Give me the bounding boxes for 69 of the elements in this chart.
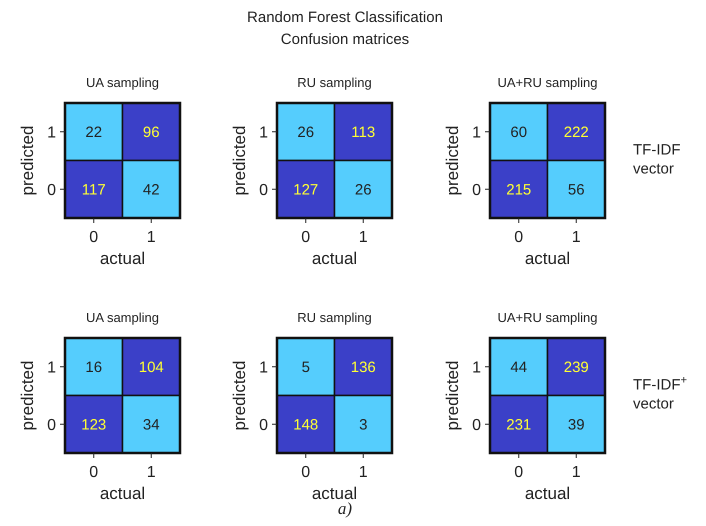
data-label: 104 [138,359,164,376]
data-label: 39 [568,416,585,434]
data-label: 222 [564,124,589,142]
x-tick-label: 1 [146,464,156,481]
y-tick-label: 0 [472,182,482,200]
y-tick-label: 0 [47,417,56,434]
x-axis-title: actual [100,249,146,268]
data-label: 117 [82,182,106,199]
y-tick-label: 0 [259,417,268,434]
y-tick-label: 1 [472,360,482,377]
data-label: 231 [506,416,532,434]
y-tick-label: 1 [472,124,482,142]
x-tick-label: 1 [572,464,581,481]
data-label: 5 [302,359,310,376]
text: Confusion matrices [280,31,410,48]
x-tick-label: 1 [146,229,156,246]
x-axis-title: actual [312,249,358,268]
y-axis-title: predicted [443,126,462,196]
data-label: 127 [293,182,318,199]
y-tick-label: 0 [259,182,268,200]
data-label: 22 [85,124,102,142]
chart-title: RU sampling [297,310,372,325]
y-axis-title: predicted [230,126,249,196]
data-label: 113 [351,124,376,142]
data-label: 34 [142,416,160,434]
x-tick-label: 0 [301,229,310,246]
data-label: 56 [568,182,585,199]
data-label: 44 [510,359,528,376]
x-tick-label: 0 [89,229,98,246]
chart-title: UA+RU sampling [497,75,598,90]
x-axis-title: actual [100,484,146,503]
y-tick-label: 1 [259,124,268,142]
text: Random Forest Classification [247,9,443,26]
chart-title: RU sampling [297,75,372,90]
y-tick-label: 0 [472,417,482,434]
x-tick-label: 1 [358,464,368,481]
y2-axis-title: TF-IDF$^{+}$ vector [633,374,688,412]
data-label: 26 [297,124,314,142]
x-tick-label: 0 [89,464,98,481]
data-label: 136 [350,359,376,376]
chart-title: UA+RU sampling [497,310,598,325]
x-tick-label: 0 [301,464,310,481]
data-label: 42 [142,182,160,199]
y-axis-title: predicted [18,360,37,430]
chart-title: UA sampling [86,310,159,325]
y-axis-title: predicted [230,360,249,430]
x-tick-label: 0 [514,229,524,246]
y-tick-label: 1 [47,124,56,142]
data-label: 239 [564,359,589,376]
x-tick-label: 1 [572,229,581,246]
chart-title: UA sampling [86,75,159,90]
y-tick-label: 1 [259,360,268,377]
data-label: 123 [81,416,106,434]
x-axis-title: actual [524,249,570,268]
y-axis-title: predicted [18,126,37,196]
data-label: 16 [85,359,102,376]
y2-axis-title: TF-IDF vector [633,142,680,178]
x-tick-label: 0 [514,464,524,481]
data-label: 26 [354,182,372,199]
data-label: 215 [506,182,532,199]
data-label: 3 [359,416,368,434]
y-tick-label: 0 [47,182,56,200]
data-label: 148 [293,416,318,434]
x-axis-title: actual [524,484,570,503]
x-tick-label: 1 [358,229,368,246]
y-tick-label: 1 [47,360,56,377]
data-label: 96 [142,124,160,142]
data-label: 60 [510,124,528,142]
y-axis-title: predicted [443,360,462,430]
